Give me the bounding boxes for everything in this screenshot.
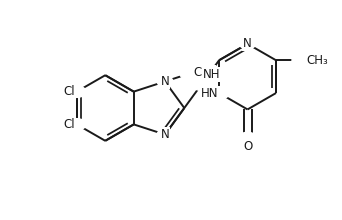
Text: Cl: Cl <box>63 118 75 131</box>
Circle shape <box>209 87 229 99</box>
Circle shape <box>240 39 255 49</box>
Text: N: N <box>243 37 252 50</box>
Circle shape <box>292 53 316 68</box>
Circle shape <box>68 119 86 130</box>
Text: N: N <box>161 128 169 141</box>
Circle shape <box>240 132 255 142</box>
Text: Cl: Cl <box>63 85 75 98</box>
Text: O: O <box>243 140 252 153</box>
Text: HN: HN <box>201 86 218 100</box>
Circle shape <box>68 86 86 97</box>
Circle shape <box>157 76 173 87</box>
Text: CH₃: CH₃ <box>194 66 215 79</box>
Circle shape <box>157 129 173 140</box>
Circle shape <box>180 65 203 81</box>
Circle shape <box>192 78 212 90</box>
Text: CH₃: CH₃ <box>306 54 328 67</box>
Text: NH: NH <box>203 68 220 81</box>
Text: N: N <box>161 75 169 88</box>
